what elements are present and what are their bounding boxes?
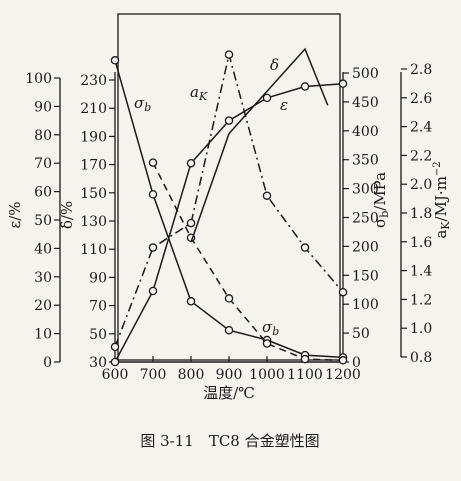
- sigma-axis-label: σb/MPa: [371, 172, 391, 228]
- x-tick-label: 1000: [249, 367, 285, 383]
- y-tick-label: 210: [80, 101, 107, 117]
- data-point: [186, 218, 196, 228]
- y-tick-label: 450: [352, 95, 379, 111]
- data-point: [338, 356, 348, 365]
- annotation-epsilon: ε: [280, 96, 288, 114]
- y-tick-label: 300: [352, 182, 379, 198]
- y-tick-label: 70: [34, 156, 52, 172]
- y-tick-label: 400: [352, 124, 379, 140]
- y-tick-label: 1.6: [410, 235, 432, 251]
- ak-axis-ticks: 0.8 1.0 1.2 1.4 1.6 1.8 2.0 2.2 2.4 2.6 2.8: [401, 62, 432, 366]
- y-tick-label: 350: [352, 153, 379, 169]
- y-tick-label: 110: [80, 242, 107, 258]
- y-tick-label: 130: [80, 214, 107, 230]
- data-point: [110, 342, 120, 352]
- ak-axis-label: aK/MJ·m−2: [432, 161, 452, 238]
- delta-axis-ticks: 30 50 70 90 110 130 150 170 190 210 230: [80, 73, 115, 371]
- series-line-1: [152, 162, 344, 362]
- data-point: [262, 93, 272, 103]
- x-tick-label: 800: [178, 367, 205, 383]
- y-tick-label: 50: [34, 213, 52, 229]
- delta-axis-label: δ/%: [58, 201, 76, 229]
- x-tick-label: 1200: [325, 367, 361, 383]
- series-group: [110, 47, 348, 367]
- y-tick-label: 500: [352, 66, 379, 82]
- data-point: [338, 79, 348, 88]
- y-tick-label: 30: [34, 270, 52, 286]
- data-point: [148, 158, 158, 167]
- y-tick-label: 100: [352, 297, 379, 313]
- x-axis-label: 温度/℃: [203, 384, 255, 402]
- y-tick-label: 0: [352, 355, 361, 371]
- y-tick-label: 2.6: [410, 91, 432, 107]
- data-point: [300, 354, 310, 364]
- data-point: [224, 294, 234, 303]
- y-tick-label: 170: [80, 158, 107, 174]
- y-tick-label: 150: [80, 186, 107, 202]
- y-tick-label: 1.0: [410, 321, 432, 337]
- data-point: [262, 339, 272, 348]
- y-tick-label: 20: [34, 298, 52, 314]
- y-tick-label: 0: [43, 355, 52, 371]
- data-point: [224, 50, 234, 59]
- data-point: [148, 286, 158, 296]
- data-point: [148, 243, 158, 252]
- annotation-sigma-b-upper: σb: [134, 94, 151, 114]
- sigma-axis-ticks: 0 50 100 150 200 250 300 350 400 450 500: [343, 66, 379, 371]
- y-tick-label: 50: [89, 327, 107, 343]
- y-tick-label: 190: [80, 129, 107, 145]
- y-tick-label: 2.8: [410, 62, 432, 78]
- y-tick-label: 80: [34, 128, 52, 144]
- x-tick-label: 1100: [287, 367, 323, 383]
- data-point: [224, 325, 234, 335]
- data-point: [110, 56, 120, 65]
- data-point: [224, 116, 234, 125]
- data-point: [110, 357, 120, 367]
- data-point: [338, 287, 348, 297]
- y-tick-label: 60: [34, 185, 52, 201]
- data-point: [262, 191, 272, 200]
- y-tick-label: 10: [34, 327, 52, 343]
- x-tick-label: 900: [216, 367, 243, 383]
- y-tick-label: 150: [352, 268, 379, 284]
- series-line-4: [114, 82, 344, 363]
- epsilon-axis-ticks: 0 10 20 30 40 50 60 70 80 90 100: [25, 71, 60, 371]
- y-tick-label: 30: [89, 355, 107, 371]
- data-point: [300, 82, 310, 91]
- annotation-sigma-b-lower: σb: [262, 318, 279, 338]
- x-tick-label: 600: [102, 367, 129, 383]
- data-point: [186, 158, 196, 168]
- y-tick-label: 1.8: [410, 206, 432, 222]
- series-line-3: [190, 47, 329, 243]
- annotation-delta: δ: [270, 56, 279, 74]
- y-tick-label: 90: [89, 270, 107, 286]
- y-tick-label: 250: [352, 211, 379, 227]
- data-point: [300, 243, 310, 252]
- y-tick-label: 40: [34, 241, 52, 257]
- y-tick-label: 2.2: [410, 148, 432, 164]
- y-tick-label: 90: [34, 99, 52, 115]
- x-tick-label: 700: [140, 367, 167, 383]
- y-tick-label: 50: [352, 326, 370, 342]
- y-tick-label: 100: [25, 71, 52, 87]
- figure-caption: 图 3-11 TC8 合金塑性图: [140, 432, 319, 450]
- y-tick-label: 1.4: [410, 264, 432, 280]
- x-axis-ticks: 600 700 800 900 1000 1100 1200: [102, 356, 361, 383]
- y-tick-label: 2.4: [410, 120, 432, 136]
- data-point: [148, 190, 158, 199]
- y-tick-label: 0.8: [410, 350, 432, 366]
- y-tick-label: 230: [80, 73, 107, 89]
- y-tick-label: 200: [352, 239, 379, 255]
- data-point: [186, 297, 196, 306]
- y-tick-label: 1.2: [410, 292, 432, 308]
- y-tick-label: 2.0: [410, 177, 432, 193]
- annotation-ak: aK: [190, 83, 208, 103]
- series-line-2: [114, 54, 344, 348]
- y-tick-label: 70: [89, 299, 107, 315]
- epsilon-axis-label: ε/%: [6, 201, 24, 228]
